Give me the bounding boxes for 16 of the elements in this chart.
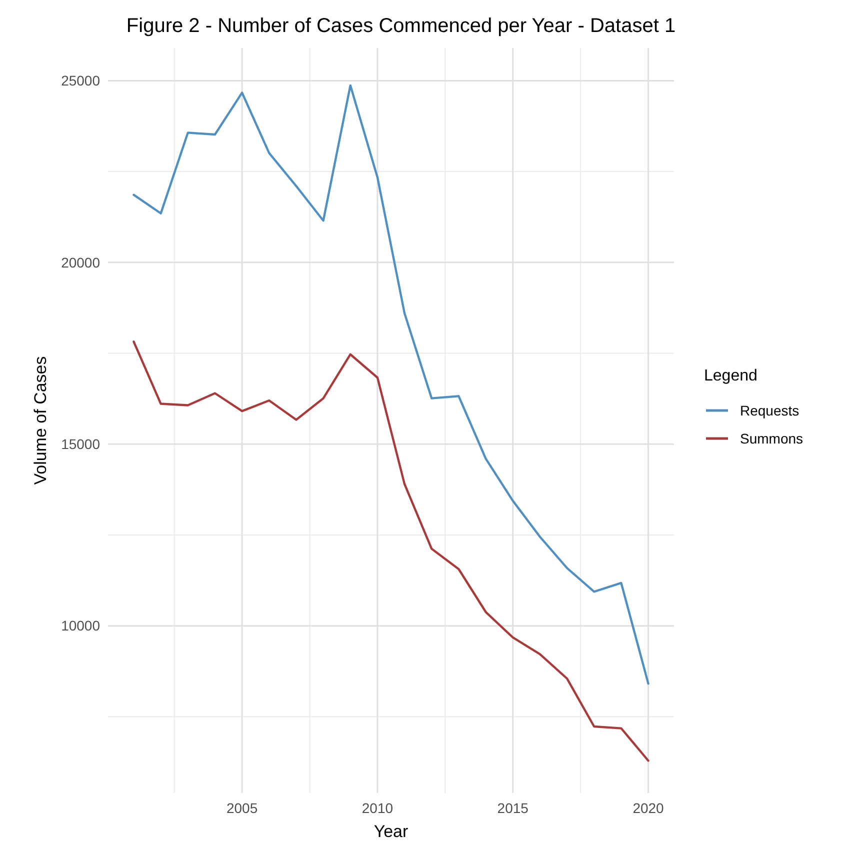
legend-label: Summons bbox=[740, 430, 804, 446]
line-series bbox=[132, 340, 650, 762]
x-tick-label: 2010 bbox=[362, 800, 394, 816]
y-tick-label: 10000 bbox=[61, 618, 100, 634]
x-tick-label: 2020 bbox=[632, 800, 664, 816]
y-tick-label: 15000 bbox=[61, 436, 100, 452]
line-series bbox=[132, 84, 650, 685]
x-axis-title: Year bbox=[374, 822, 409, 841]
legend-label: Requests bbox=[740, 402, 800, 418]
y-tick-label: 20000 bbox=[61, 254, 100, 270]
x-tick-label: 2015 bbox=[497, 800, 529, 816]
y-tick-label: 25000 bbox=[61, 72, 100, 89]
y-axis-title: Volume of Cases bbox=[31, 356, 50, 485]
chart-title: Figure 2 - Number of Cases Commenced per Year - Dataset 1 bbox=[126, 15, 676, 37]
x-tick-label: 2005 bbox=[226, 800, 258, 816]
legend-title: Legend bbox=[704, 368, 758, 384]
